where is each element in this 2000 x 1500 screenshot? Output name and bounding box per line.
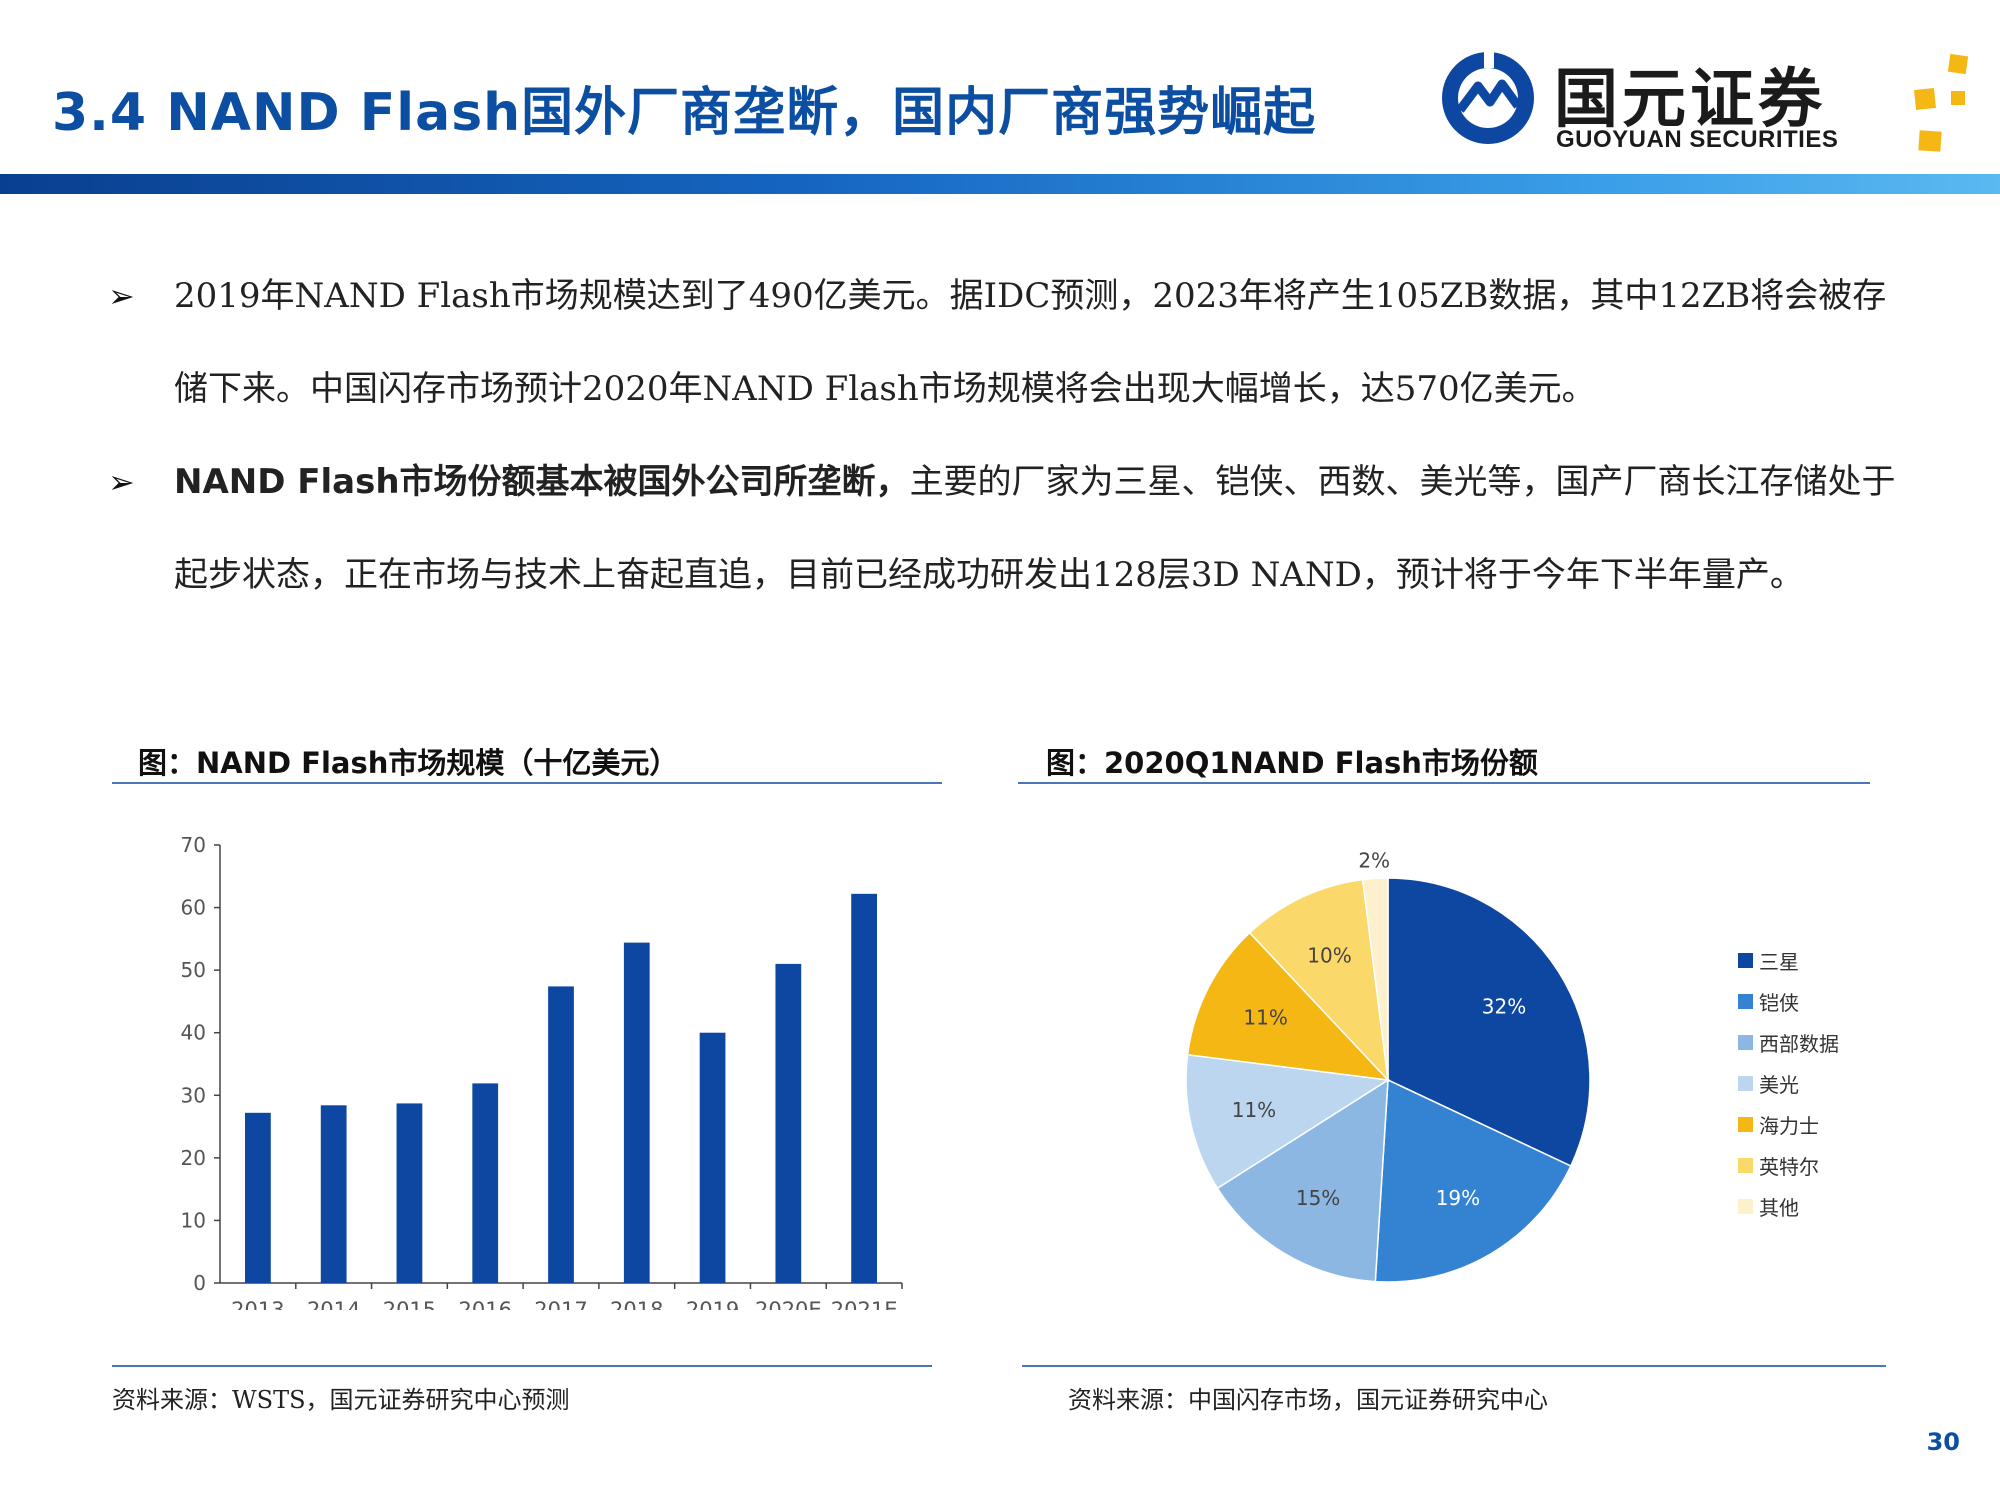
logo-chinese-name: 国元证券 [1554, 63, 1826, 137]
pie-chart-title: 图：2020Q1NAND Flash市场份额 [1046, 746, 1538, 780]
bullet-bold-lead: NAND Flash市场份额基本被国外公司所垄断， [174, 462, 910, 502]
bar-chart: 0 10 20 30 40 50 60 70 2013 2014 2015 2016 2017 2018 2… [181, 833, 903, 1310]
pie-slice [1248, 878, 1390, 1083]
legend-swatch [1738, 1199, 1753, 1214]
bullet-arrow-icon: ➢ [108, 277, 135, 315]
y-tick-label: 0 [193, 1271, 206, 1295]
logo-english-name: GUOYUAN SECURITIES [1556, 126, 1839, 153]
bullet-list: ➢ 2019年NAND Flash市场规模达到了490亿美元。据IDC预测，20… [108, 250, 1908, 622]
pie-data-label: 11% [1232, 1098, 1276, 1122]
legend-swatch [1738, 1117, 1753, 1132]
x-tick-label: 2016 [458, 1298, 511, 1310]
y-tick-label: 60 [181, 896, 206, 920]
company-logo: 国元证券 GUOYUAN SECURITIES [1438, 48, 1978, 158]
bar-chart-source: 资料来源：WSTS，国元证券研究中心预测 [112, 1386, 570, 1414]
bar-chart-source-rule [112, 1365, 932, 1367]
x-tick-label: 2018 [610, 1298, 663, 1310]
bullet-arrow-icon: ➢ [108, 463, 135, 501]
bar [851, 893, 877, 1283]
pie-data-label: 15% [1296, 1186, 1340, 1210]
bullet-text: 主要的厂家为三星、铠侠、西数、美光等，国产厂商长江存储处于起步状态，正在市场与技… [174, 462, 1896, 595]
page-title: 3.4 NAND Flash国外厂商垄断，国内厂商强势崛起 [52, 83, 1317, 143]
bullet-item-1: ➢ 2019年NAND Flash市场规模达到了490亿美元。据IDC预测，20… [108, 250, 1908, 436]
pie-slice [1185, 1053, 1391, 1190]
pie-slice [1186, 931, 1390, 1082]
pie-slice [1374, 1078, 1572, 1283]
y-tick-label: 50 [181, 958, 206, 982]
logo-squares-icon [1914, 53, 1969, 152]
legend-swatch [1738, 1035, 1753, 1050]
legend-swatch [1738, 1158, 1753, 1173]
x-tick-label: 2014 [307, 1298, 360, 1310]
legend-swatch [1738, 1076, 1753, 1091]
y-tick-label: 10 [181, 1208, 206, 1232]
pie-data-label: 11% [1243, 1006, 1287, 1030]
pie-data-label: 10% [1307, 944, 1351, 968]
bar [775, 963, 802, 1283]
y-tick-label: 30 [181, 1083, 206, 1107]
pie-slice [1361, 877, 1389, 1081]
x-tick-label: 2017 [534, 1298, 587, 1310]
x-tick-label: 2019 [686, 1298, 739, 1310]
bar [396, 1103, 423, 1283]
pie-chart-legend: 三星铠侠西部数据美光海力士英特尔其他 [1738, 940, 1839, 1227]
bar-chart-title: 图：NAND Flash市场规模（十亿美元） [138, 746, 679, 780]
logo-emblem-icon [1442, 50, 1534, 144]
legend-item: 英特尔 [1738, 1145, 1839, 1186]
legend-label: 美光 [1759, 1073, 1799, 1097]
y-tick-label: 70 [181, 833, 206, 857]
legend-label: 三星 [1759, 950, 1799, 974]
x-tick-label: 2015 [383, 1298, 436, 1310]
bar [472, 1083, 499, 1283]
bullet-text: 2019年NAND Flash市场规模达到了490亿美元。据IDC预测，2023… [174, 276, 1887, 409]
legend-item: 铠侠 [1738, 981, 1839, 1022]
pie-slice [1387, 877, 1591, 1168]
y-tick-label: 40 [181, 1021, 206, 1045]
legend-item: 美光 [1738, 1063, 1839, 1104]
bar [245, 1112, 271, 1283]
legend-label: 铠侠 [1759, 991, 1799, 1015]
legend-label: 英特尔 [1759, 1155, 1819, 1179]
page-number: 30 [1926, 1428, 1960, 1456]
pie-chart-source: 资料来源：中国闪存市场，国元证券研究中心 [1068, 1386, 1548, 1414]
pie-data-label: 32% [1482, 994, 1526, 1018]
x-tick-label: 2021E [831, 1298, 898, 1310]
legend-swatch [1738, 994, 1753, 1009]
bar [320, 1105, 347, 1283]
legend-item: 三星 [1738, 940, 1839, 981]
legend-item: 西部数据 [1738, 1022, 1839, 1063]
pie-slice [1216, 1078, 1389, 1283]
bar-chart-title-rule [112, 782, 942, 784]
legend-label: 西部数据 [1759, 1032, 1839, 1056]
x-tick-label: 2020E [755, 1298, 822, 1310]
bar [548, 986, 574, 1283]
x-tick-label: 2013 [231, 1298, 284, 1310]
header-divider-bar [0, 174, 2000, 194]
pie-chart-source-rule [1022, 1365, 1886, 1367]
legend-label: 其他 [1759, 1196, 1799, 1220]
legend-item: 海力士 [1738, 1104, 1839, 1145]
pie-chart: 32% 19% 15% 11% 11% 10% 2% [1185, 848, 1591, 1283]
y-tick-label: 20 [181, 1146, 206, 1170]
legend-item: 其他 [1738, 1186, 1839, 1227]
pie-data-label: 2% [1358, 848, 1390, 872]
pie-chart-title-rule [1018, 782, 1870, 784]
pie-data-label: 19% [1436, 1186, 1480, 1210]
bar [699, 1032, 726, 1283]
bullet-item-2: ➢ NAND Flash市场份额基本被国外公司所垄断，主要的厂家为三星、铠侠、西… [108, 436, 1908, 622]
legend-swatch [1738, 953, 1753, 968]
legend-label: 海力士 [1759, 1114, 1819, 1138]
bar [623, 942, 650, 1283]
